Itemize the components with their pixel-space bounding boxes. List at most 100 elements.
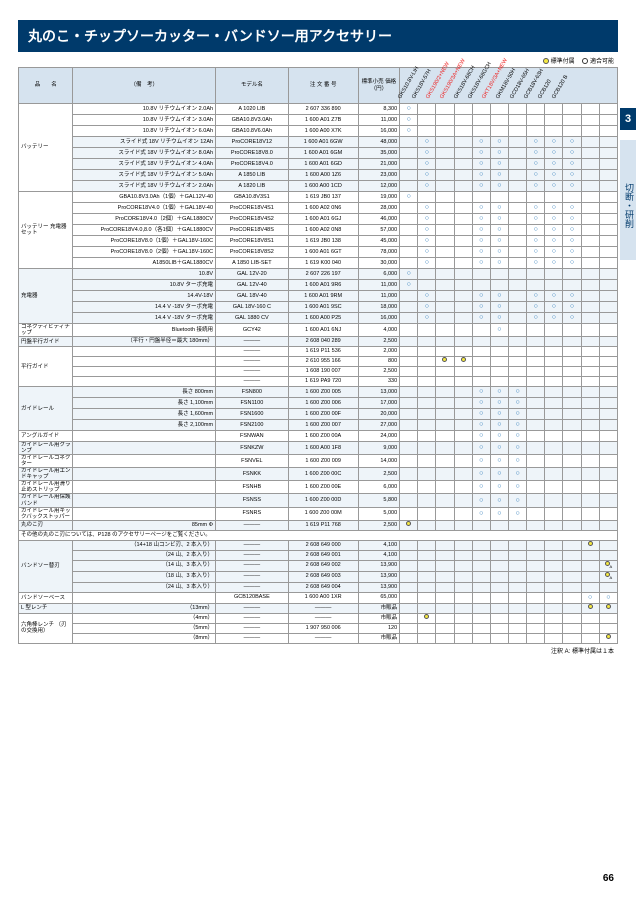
compat-cell xyxy=(508,225,526,236)
compat-cell: ○ xyxy=(527,214,545,225)
compat-cell xyxy=(545,431,563,442)
compat-cell xyxy=(599,613,617,623)
table-row: A1850LIB＋GAL1880CVA 1850 LIB-SET1 619 K0… xyxy=(19,258,618,269)
compat-cell xyxy=(472,269,490,280)
compat-cell xyxy=(599,203,617,214)
compat-cell xyxy=(508,623,526,633)
table-row: ———2 610 955 166800 xyxy=(19,357,618,367)
side-tab: 切断・研削 xyxy=(620,140,636,260)
compat-cell xyxy=(400,347,418,357)
compat-cell xyxy=(545,494,563,507)
compat-cell xyxy=(454,582,472,592)
compat-cell xyxy=(472,337,490,347)
compat-cell xyxy=(454,247,472,258)
compat-cell xyxy=(508,592,526,603)
compat-cell xyxy=(563,280,581,291)
table-row: ———1 608 190 0072,500 xyxy=(19,367,618,377)
model-cell: ——— xyxy=(216,367,289,377)
compat-cell: ○ xyxy=(527,291,545,302)
compat-cell xyxy=(508,203,526,214)
remark-cell xyxy=(73,442,216,455)
remark-cell: A1850LIB＋GAL1880CV xyxy=(73,258,216,269)
compat-cell: ○ xyxy=(563,214,581,225)
compat-cell xyxy=(545,115,563,126)
compat-cell: ○ xyxy=(545,203,563,214)
table-row: （24 山、2 本入り）———2 608 649 0014,100 xyxy=(19,550,618,560)
category-cell: 円盤平行ガイド xyxy=(19,337,73,347)
compat-cell: ○ xyxy=(527,313,545,324)
model-cell: FSN2100 xyxy=(216,420,289,431)
compat-cell: ○ xyxy=(472,409,490,420)
compat-cell xyxy=(490,613,508,623)
compat-cell xyxy=(545,592,563,603)
remark-cell: （24 山、2 本入り） xyxy=(73,550,216,560)
compat-cell xyxy=(454,540,472,550)
compat-cell xyxy=(454,481,472,494)
compat-cell xyxy=(563,409,581,420)
price-cell: 24,000 xyxy=(358,431,399,442)
order-cell: 1 600 A00 1CD xyxy=(288,181,358,192)
compat-cell xyxy=(418,420,436,431)
compat-cell xyxy=(563,398,581,409)
compat-cell: ○ xyxy=(599,592,617,603)
category-cell: アングルガイド xyxy=(19,431,73,442)
compat-cell xyxy=(599,377,617,387)
compat-cell xyxy=(436,398,454,409)
compat-cell xyxy=(581,313,599,324)
compat-cell xyxy=(400,367,418,377)
table-row: スライド式 18V リチウムイオン 4.0AhProCORE18V4.01 60… xyxy=(19,159,618,170)
compat-cell xyxy=(418,550,436,560)
model-cell: FSN1600 xyxy=(216,409,289,420)
compat-cell xyxy=(599,280,617,291)
compat-cell xyxy=(527,550,545,560)
compat-cell: ○ xyxy=(545,170,563,181)
compat-cell xyxy=(436,280,454,291)
compat-cell xyxy=(599,225,617,236)
compat-cell: ○ xyxy=(545,258,563,269)
compat-cell: ○ xyxy=(563,203,581,214)
table-row: 円盤平行ガイド（平行・円盤半径＝最大 180mm）———2 608 040 28… xyxy=(19,337,618,347)
remark-cell: スライド式 18V リチウムイオン 5.0Ah xyxy=(73,170,216,181)
table-row: 六角棒レンチ （刃の交換用）（4mm）——————市販品 xyxy=(19,613,618,623)
compat-cell: ○ xyxy=(545,247,563,258)
compat-cell xyxy=(400,291,418,302)
compat-cell: ○ xyxy=(490,507,508,520)
order-cell: 1 600 A01 9SC xyxy=(288,302,358,313)
remark-cell: スライド式 18V リチウムイオン 2.0Ah xyxy=(73,181,216,192)
compat-cell xyxy=(454,560,472,571)
footnote: 注釈 A: 標準付属は１本 xyxy=(18,644,618,655)
compat-cell xyxy=(599,468,617,481)
compat-cell xyxy=(472,347,490,357)
compat-cell xyxy=(545,337,563,347)
compat-cell xyxy=(508,324,526,337)
price-cell: 9,000 xyxy=(358,442,399,455)
compat-cell xyxy=(400,313,418,324)
compat-cell xyxy=(563,431,581,442)
compat-cell xyxy=(527,387,545,398)
compat-cell xyxy=(400,181,418,192)
compat-cell xyxy=(418,115,436,126)
price-cell: 12,000 xyxy=(358,181,399,192)
table-row: 10.8V リチウムイオン 6.0AhGBA10.8V6.0Ah1 600 A0… xyxy=(19,126,618,137)
compat-cell: ○ xyxy=(472,387,490,398)
compat-cell: ○ xyxy=(418,159,436,170)
compat-cell xyxy=(436,159,454,170)
compat-cell xyxy=(563,582,581,592)
compat-cell xyxy=(508,337,526,347)
compat-cell: ○ xyxy=(472,398,490,409)
order-cell: ——— xyxy=(288,603,358,613)
compat-cell xyxy=(545,613,563,623)
compat-cell xyxy=(581,170,599,181)
price-cell: 16,000 xyxy=(358,313,399,324)
compat-cell xyxy=(527,540,545,550)
compat-cell xyxy=(436,269,454,280)
compat-cell: ○ xyxy=(490,236,508,247)
compat-cell xyxy=(545,280,563,291)
compat-cell xyxy=(400,592,418,603)
compat-cell xyxy=(581,137,599,148)
compat-cell xyxy=(599,481,617,494)
compat-cell: ○ xyxy=(418,170,436,181)
order-cell: 1 600 A01 6GT xyxy=(288,247,358,258)
compat-cell xyxy=(490,520,508,530)
compat-cell xyxy=(418,571,436,582)
